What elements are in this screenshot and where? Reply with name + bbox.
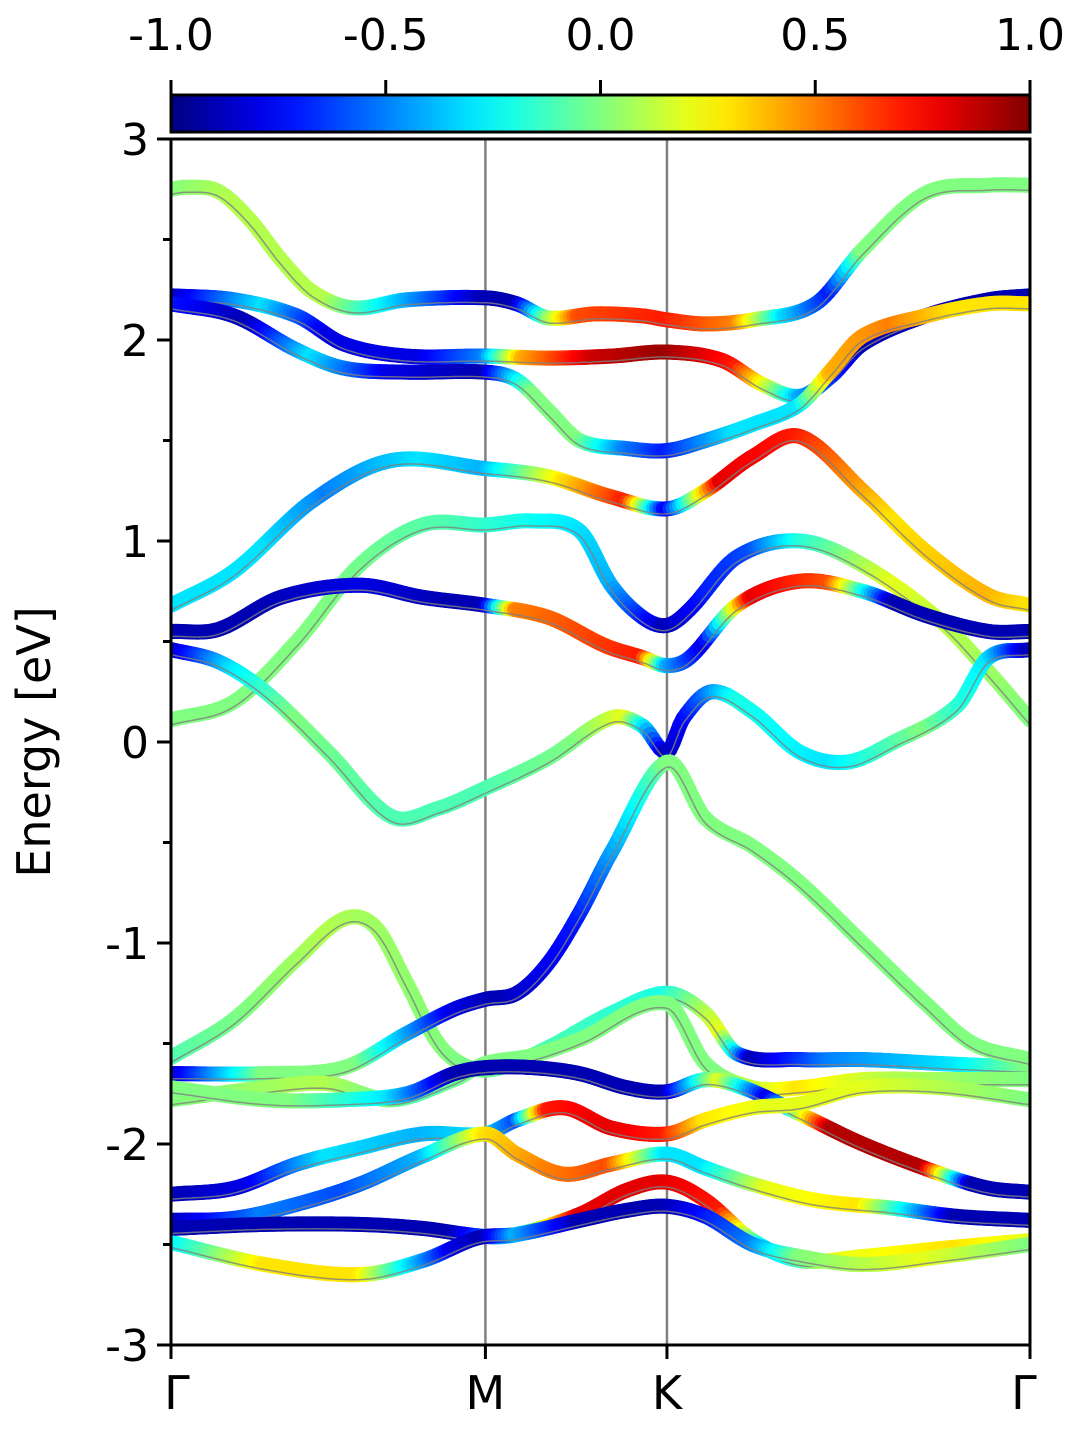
kpoint-label: Γ [1011, 1366, 1037, 1420]
band-4 [171, 428, 1030, 613]
band-12 [171, 1078, 1030, 1202]
band-1 [171, 177, 1030, 332]
band-line [171, 1210, 1030, 1281]
band-line [171, 300, 1030, 403]
colorbar-tick-label: 0.0 [566, 10, 636, 61]
band-line [171, 525, 1030, 726]
colorbar-tick-label: 1.0 [995, 10, 1065, 61]
y-tick-label: -1 [105, 919, 149, 970]
colorbar-tick-label: 0.5 [780, 10, 850, 61]
kpoint-label: Γ [164, 1366, 190, 1420]
band-9 [171, 754, 1030, 1082]
colorbar-tick-label: -0.5 [343, 10, 429, 61]
plot-area: 3 2 1 0 -1 -2 -3 Γ M K Γ [105, 115, 1037, 1420]
kpoint-label: M [466, 1366, 506, 1420]
y-tick-label: -2 [105, 1120, 149, 1171]
bands [171, 177, 1030, 1283]
y-axis: 3 2 1 0 -1 -2 -3 [105, 115, 171, 1372]
colorbar-gradient [169, 93, 1032, 134]
band-line [171, 307, 1030, 457]
y-tick-label: -3 [105, 1321, 149, 1372]
band-line [171, 1138, 1030, 1227]
kpoint-label: K [652, 1366, 684, 1420]
band-line [171, 653, 1030, 825]
y-tick-label: 0 [121, 718, 149, 769]
y-tick-label: 3 [121, 115, 149, 166]
y-tick-label: 1 [121, 517, 149, 568]
y-tick-label: 2 [121, 316, 149, 367]
band-line [171, 439, 1030, 612]
band-line [171, 189, 1030, 330]
colorbar: -1.0 -0.5 0.0 0.5 1.0 [128, 10, 1065, 134]
band-line [171, 584, 1030, 672]
colorbar-tick-label: -1.0 [128, 10, 214, 61]
band-6 [171, 573, 1030, 674]
y-axis-label: Energy [eV] [7, 606, 61, 877]
band-7 [171, 642, 1030, 827]
band-line [171, 1090, 1030, 1201]
band-line [171, 1071, 1030, 1198]
band-3 [171, 295, 1030, 459]
band-13 [171, 1126, 1030, 1228]
band-15 [171, 1198, 1030, 1283]
colorbar-ticks: -1.0 -0.5 0.0 0.5 1.0 [128, 10, 1065, 95]
